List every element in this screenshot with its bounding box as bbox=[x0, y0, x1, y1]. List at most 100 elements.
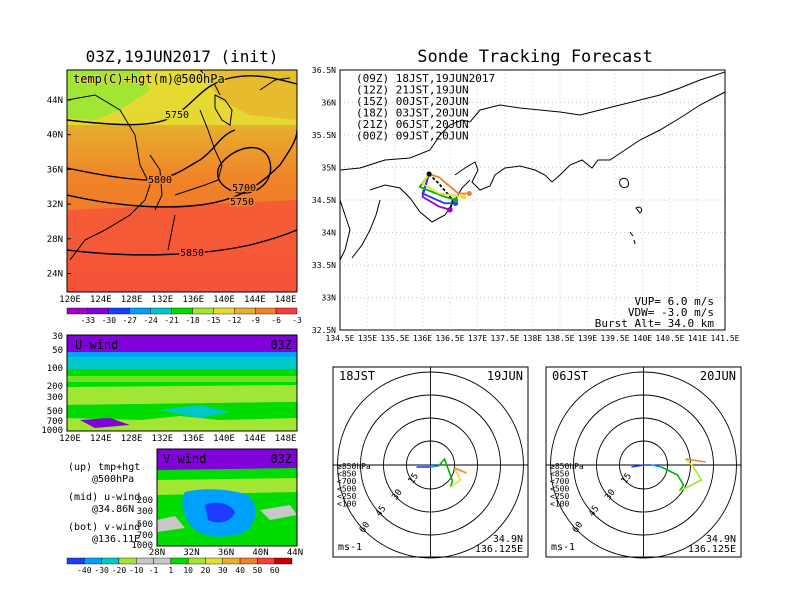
vdw-text: VDW= -3.0 m/s bbox=[628, 306, 714, 319]
temp-colorbar-label: -21 bbox=[164, 316, 179, 325]
v-wind-time: 03Z bbox=[270, 452, 292, 466]
forecast-lon-tick: 141E bbox=[688, 334, 707, 343]
wind-colorbar-swatch bbox=[222, 557, 241, 565]
wind-colorbar-swatch bbox=[66, 557, 85, 565]
temp-colorbar-swatch bbox=[254, 307, 277, 315]
temp-colorbar-swatch bbox=[150, 307, 172, 315]
hodograph-unit: ms-1 bbox=[338, 542, 362, 553]
sonde-landing-point bbox=[461, 194, 467, 200]
left-panel-title: 03Z,19JUN2017 (init) bbox=[86, 47, 279, 66]
hodograph-level-label: <100 bbox=[550, 500, 569, 509]
wind-colorbar-label: 50 bbox=[253, 566, 263, 575]
v-wind-p-tick: 200 bbox=[137, 496, 153, 506]
u-wind-frame bbox=[66, 334, 298, 432]
u-wind-p-tick: 50 bbox=[52, 346, 63, 356]
sonde-track bbox=[421, 173, 464, 198]
temp-colorbar-swatch bbox=[192, 307, 214, 315]
map-lat-tick: 24N bbox=[47, 270, 63, 280]
v-wind-p-tick: 300 bbox=[137, 507, 153, 517]
hodograph-level-label: <700 bbox=[550, 477, 569, 486]
legend-mid: (mid) u-wind bbox=[68, 492, 140, 503]
wind-colorbar-label: -40 bbox=[77, 566, 92, 575]
temp-colorbar-label: -27 bbox=[123, 316, 138, 325]
wind-colorbar-swatch bbox=[205, 557, 223, 565]
u-wind-lon-tick: 136E bbox=[182, 434, 204, 444]
legend-bot2: @136.11E bbox=[92, 534, 140, 545]
v-wind-p-tick: 700 bbox=[137, 531, 153, 541]
v-wind-section bbox=[157, 449, 297, 546]
wind-colorbar-label: 30 bbox=[218, 566, 228, 575]
hodograph-date: 19JUN bbox=[487, 369, 523, 383]
v-wind-lat-ticks: 28N 32N 36N 40N 44N bbox=[149, 548, 303, 558]
forecast-lon-tick: 141.5E bbox=[711, 334, 740, 343]
hodograph-trace bbox=[437, 457, 454, 488]
temperature-map: 5750 5800 5700 5750 5850 bbox=[67, 70, 297, 292]
forecast-lon-tick: 139.5E bbox=[601, 334, 630, 343]
forecast-lon-tick: 140E bbox=[633, 334, 652, 343]
contour-label-1: 5750 bbox=[165, 110, 189, 121]
u-wind-lon-tick: 120E bbox=[59, 434, 81, 444]
hodograph-time: 06JST bbox=[552, 369, 588, 383]
hodograph-trace bbox=[450, 467, 462, 488]
u-wind-p-tick: 700 bbox=[47, 417, 63, 427]
u-wind-label: U-wind bbox=[75, 338, 118, 352]
forecast-lon-ticks: 134.5E 135E 135.5E 136E 136.5E 137E 137.5E 138E… bbox=[326, 334, 740, 343]
map-lon-tick: 148E bbox=[275, 295, 297, 305]
v-wind-p-tick: 1000 bbox=[131, 541, 153, 551]
hodograph-trace bbox=[430, 465, 439, 468]
map-lat-ticks: 44N 40N 36N 32N 28N 24N bbox=[47, 96, 71, 280]
u-wind-p-tick: 1000 bbox=[41, 426, 63, 436]
launch-point bbox=[426, 171, 432, 177]
wind-colorbar-label: -10 bbox=[129, 566, 144, 575]
u-wind-lon-tick: 132E bbox=[152, 434, 174, 444]
hodograph-level-label: <500 bbox=[337, 485, 356, 494]
map-lon-tick: 144E bbox=[244, 295, 266, 305]
vup-text: VUP= 6.0 m/s bbox=[635, 295, 714, 308]
legend-mid2: @34.86N bbox=[92, 504, 134, 515]
temp-colorbar-swatch bbox=[87, 307, 110, 315]
sonde-tracks bbox=[418, 171, 472, 213]
legend-bot: (bot) v-wind bbox=[68, 522, 140, 533]
map-lon-tick: 140E bbox=[213, 295, 235, 305]
hodograph-trace bbox=[454, 467, 467, 474]
sonde-landing-point bbox=[452, 197, 459, 203]
forecast-lat-tick: 32.5N bbox=[312, 326, 336, 335]
v-wind-lat-tick: 36N bbox=[218, 548, 234, 558]
hodograph-lat: 34.9N bbox=[493, 534, 523, 545]
map-lon-ticks: 120E 124E 128E 132E 136E 140E 144E 148E bbox=[59, 295, 296, 305]
temp-colorbar: -33 -30 -27 -24 -21 -18 -15 -12 -9 -6 -3 bbox=[66, 307, 302, 325]
hodograph-level-label: ≥850hPa bbox=[550, 462, 584, 471]
u-wind-p-tick: 500 bbox=[47, 407, 63, 417]
wind-colorbar-label: -20 bbox=[112, 566, 127, 575]
hodograph-time: 18JST bbox=[339, 369, 375, 383]
contour-label-2: 5800 bbox=[148, 175, 172, 186]
map-variable-label: temp(C)+hgt(m)@500hPa bbox=[73, 72, 225, 86]
v-wind-p-tick: 500 bbox=[137, 520, 153, 530]
hodograph-level-label: <100 bbox=[337, 500, 356, 509]
u-wind-lon-tick: 128E bbox=[121, 434, 143, 444]
v-wind-frame bbox=[156, 448, 298, 547]
map-lat-tick: 40N bbox=[47, 131, 63, 141]
wind-colorbar-swatch bbox=[101, 557, 120, 565]
sonde-landing-point bbox=[466, 190, 472, 197]
hodograph-unit: ms-1 bbox=[551, 542, 575, 553]
hodograph-trace bbox=[679, 466, 703, 492]
hodograph-trace bbox=[631, 464, 652, 468]
forecast-lon-tick: 137E bbox=[468, 334, 487, 343]
v-wind-lat-tick: 32N bbox=[183, 548, 199, 558]
hodograph-trace bbox=[684, 458, 695, 468]
wind-colorbar-label: 20 bbox=[201, 566, 211, 575]
forecast-map bbox=[340, 70, 725, 330]
contour-label-4: 5750 bbox=[230, 197, 254, 208]
panel-legend: (up) tmp+hgt @500hPa (mid) u-wind @34.86… bbox=[68, 462, 140, 545]
wind-colorbar-swatch bbox=[274, 557, 293, 565]
wind-colorbar-swatch bbox=[239, 557, 258, 565]
hodograph-lon: 136.125E bbox=[475, 544, 523, 555]
hodograph-level-label: <250 bbox=[550, 492, 569, 501]
v-wind-lat-tick: 40N bbox=[252, 548, 268, 558]
